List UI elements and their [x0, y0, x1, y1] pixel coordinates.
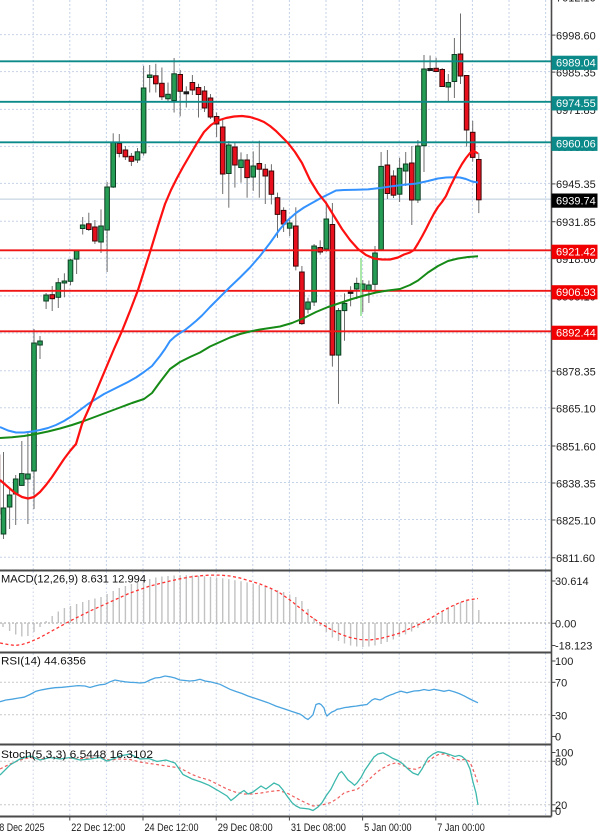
svg-text:6945.35: 6945.35	[556, 179, 596, 191]
svg-text:29 Dec 08:00: 29 Dec 08:00	[218, 822, 273, 834]
svg-text:100: 100	[555, 748, 573, 760]
svg-text:6974.55: 6974.55	[556, 98, 596, 110]
svg-text:6960.06: 6960.06	[556, 139, 596, 151]
svg-text:100: 100	[555, 656, 573, 668]
svg-text:31 Dec 08:00: 31 Dec 08:00	[291, 822, 346, 834]
svg-text:7 Jan 00:00: 7 Jan 00:00	[437, 822, 485, 834]
svg-text:-18.123: -18.123	[555, 641, 592, 653]
svg-text:0: 0	[555, 806, 561, 818]
svg-text:80: 80	[555, 756, 567, 768]
svg-text:6892.44: 6892.44	[556, 328, 596, 340]
svg-text:6811.60: 6811.60	[556, 553, 595, 565]
svg-text:MACD(12,26,9) 8.631 12.994: MACD(12,26,9) 8.631 12.994	[1, 574, 146, 586]
svg-text:6825.10: 6825.10	[556, 515, 596, 527]
svg-text:6921.42: 6921.42	[556, 247, 596, 259]
svg-text:22 Dec 12:00: 22 Dec 12:00	[71, 822, 125, 834]
svg-text:6985.35: 6985.35	[556, 67, 596, 79]
svg-text:6906.93: 6906.93	[556, 287, 596, 299]
svg-text:24 Dec 12:00: 24 Dec 12:00	[145, 822, 199, 834]
svg-text:RSI(14) 44.6356: RSI(14) 44.6356	[1, 656, 86, 668]
svg-text:5 Jan 00:00: 5 Jan 00:00	[364, 822, 412, 834]
svg-text:6989.04: 6989.04	[556, 58, 596, 70]
svg-text:30: 30	[555, 711, 567, 723]
svg-text:6878.35: 6878.35	[556, 367, 596, 379]
svg-text:6998.60: 6998.60	[556, 30, 596, 42]
svg-text:18 Dec 2025: 18 Dec 2025	[0, 822, 45, 834]
svg-text:0.00: 0.00	[555, 618, 576, 630]
svg-text:0: 0	[555, 732, 561, 744]
svg-text:20: 20	[555, 800, 567, 812]
svg-text:6851.60: 6851.60	[556, 441, 596, 453]
svg-text:7012.10: 7012.10	[556, 0, 596, 5]
svg-text:6939.74: 6939.74	[556, 195, 596, 207]
svg-text:6838.35: 6838.35	[556, 478, 596, 490]
svg-text:70: 70	[555, 677, 567, 689]
svg-text:30.614: 30.614	[555, 576, 589, 588]
svg-text:6931.85: 6931.85	[556, 217, 596, 229]
svg-text:6865.10: 6865.10	[556, 404, 596, 416]
svg-text:Stoch(5,3,3) 6.5448 16.3102: Stoch(5,3,3) 6.5448 16.3102	[1, 749, 153, 761]
